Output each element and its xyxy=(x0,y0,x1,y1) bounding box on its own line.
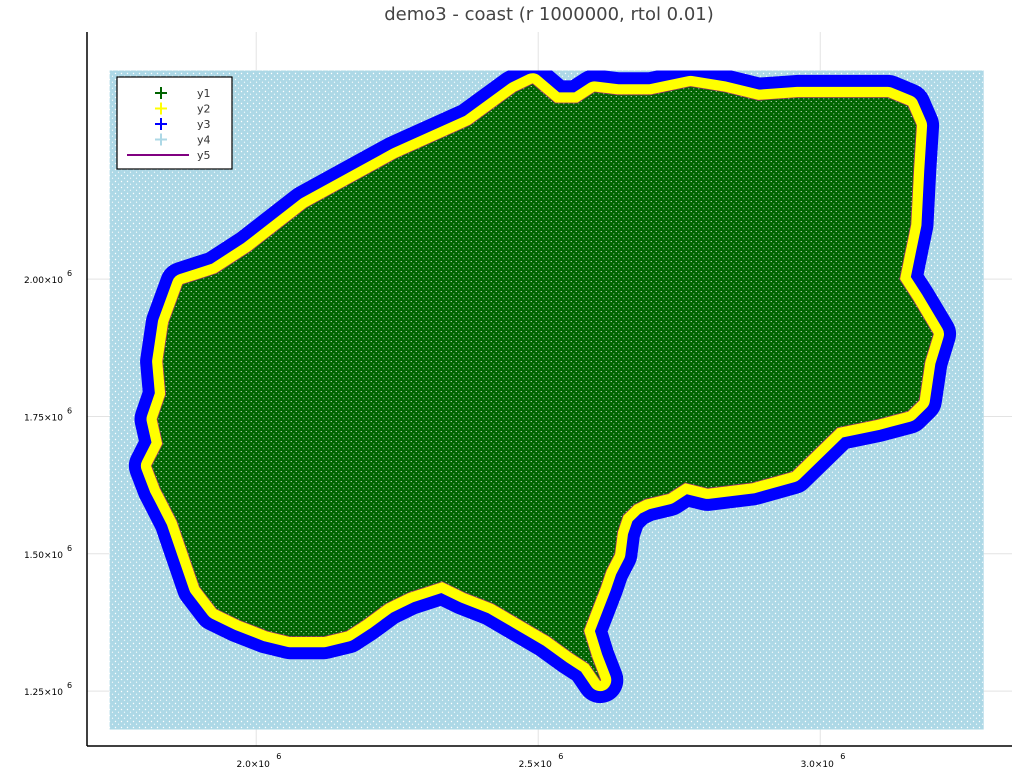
x-tick-label: 2.0×10 6 xyxy=(237,752,282,770)
legend-box xyxy=(116,76,233,170)
y-tick-exponent: 6 xyxy=(67,544,72,553)
plot-area xyxy=(109,70,984,730)
legend: y1 y2 y3 y4 y5 xyxy=(116,76,233,170)
legend-item-y5: y5 xyxy=(127,149,211,162)
y-tick-text: 2.00×10 xyxy=(24,276,63,286)
y-tick-label: 2.00×10 6 xyxy=(24,269,72,286)
y-tick-exponent: 6 xyxy=(67,406,72,415)
x-tick-label: 2.5×10 6 xyxy=(519,752,564,770)
x-tick-text: 3.0×10 xyxy=(801,760,835,770)
legend-label: y2 xyxy=(197,103,211,116)
legend-label: y3 xyxy=(197,118,211,131)
y-tick-text: 1.50×10 xyxy=(24,551,63,561)
x-tick-exponent: 6 xyxy=(558,752,563,761)
legend-item-y2: y2 xyxy=(155,102,211,116)
x-tick-labels: 2.0×10 6 2.5×10 6 3.0×10 6 xyxy=(237,752,846,770)
legend-label: y4 xyxy=(197,134,211,147)
y-tick-label: 1.75×10 6 xyxy=(24,406,72,423)
legend-item-y4: y4 xyxy=(155,133,211,147)
legend-label: y1 xyxy=(197,87,211,100)
x-tick-label: 3.0×10 6 xyxy=(801,752,846,770)
chart-title: demo3 - coast (r 1000000, rtol 0.01) xyxy=(384,4,714,25)
y-tick-text: 1.75×10 xyxy=(24,413,63,423)
legend-item-y1: y1 xyxy=(155,87,211,100)
y-tick-exponent: 6 xyxy=(67,681,72,690)
legend-label: y5 xyxy=(197,149,211,162)
x-tick-exponent: 6 xyxy=(840,752,845,761)
x-tick-text: 2.0×10 xyxy=(237,760,271,770)
y-tick-exponent: 6 xyxy=(67,269,72,278)
axes xyxy=(86,32,1012,747)
y-tick-text: 1.25×10 xyxy=(24,688,63,698)
x-tick-exponent: 6 xyxy=(276,752,281,761)
y-tick-label: 1.50×10 6 xyxy=(24,544,72,561)
y-tick-labels: 1.25×10 6 1.50×10 6 1.75×10 6 2.00×10 6 xyxy=(24,269,72,698)
x-tick-text: 2.5×10 xyxy=(519,760,553,770)
series-y1-interior xyxy=(151,84,933,681)
y-tick-label: 1.25×10 6 xyxy=(24,681,72,698)
legend-item-y3: y3 xyxy=(155,118,211,131)
